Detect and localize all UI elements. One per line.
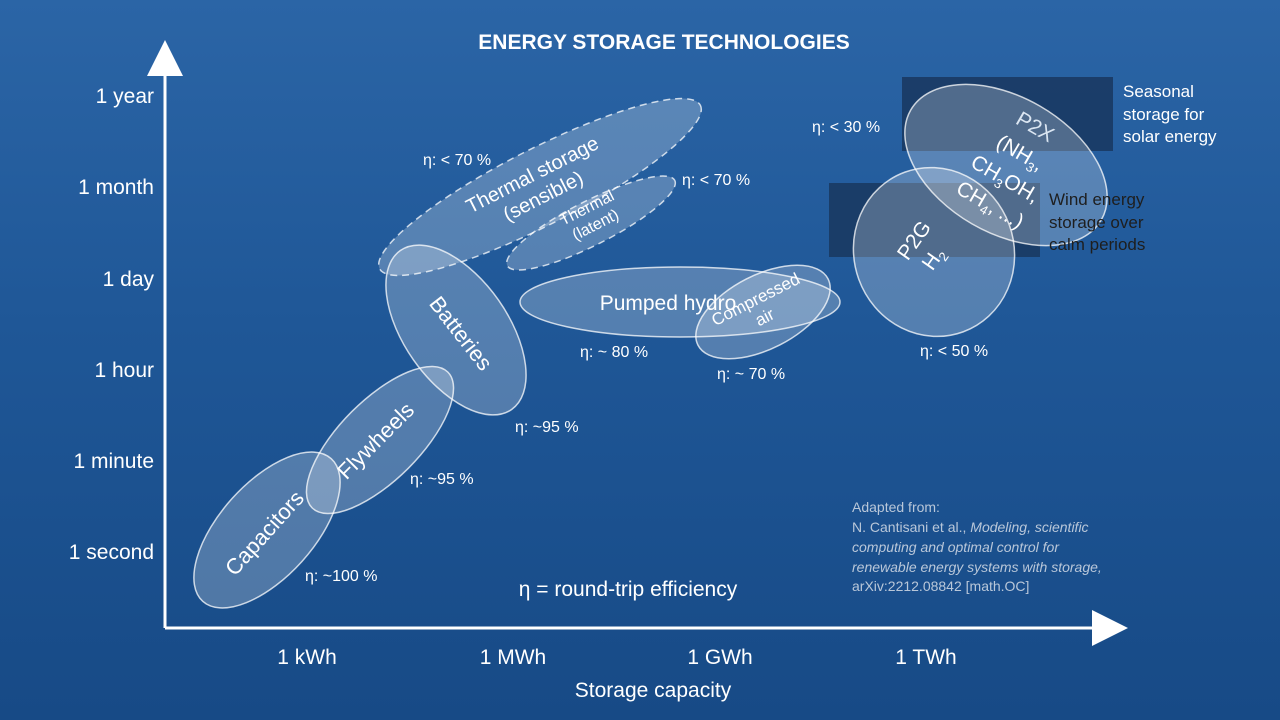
svg-text:calm periods: calm periods bbox=[1049, 235, 1145, 254]
eta-definition: η = round-trip efficiency bbox=[519, 578, 738, 601]
thermal-latent-efficiency: η: < 70 % bbox=[682, 172, 750, 189]
y-tick: 1 day bbox=[103, 268, 155, 291]
x-axis-ticks: 1 kWh 1 MWh 1 GWh 1 TWh bbox=[277, 646, 956, 669]
compressed-air-ellipse bbox=[695, 264, 831, 360]
x-tick: 1 GWh bbox=[687, 646, 752, 669]
x-tick: 1 kWh bbox=[277, 646, 337, 669]
citation-line2: N. Cantisani et al., Modeling, scientifi… bbox=[852, 519, 1089, 535]
seasonal-annotation: Seasonal storage for solar energy bbox=[1123, 82, 1217, 146]
p2g-efficiency: η: < 50 % bbox=[920, 343, 988, 360]
svg-text:solar energy: solar energy bbox=[1123, 127, 1217, 146]
y-tick: 1 year bbox=[96, 85, 154, 108]
citation-line4: renewable energy systems with storage, bbox=[852, 559, 1102, 575]
compressed-air-efficiency: η: ~ 70 % bbox=[717, 366, 785, 383]
flywheels-efficiency: η: ~95 % bbox=[410, 471, 474, 488]
citation-line1: Adapted from: bbox=[852, 499, 940, 515]
y-tick: 1 second bbox=[69, 541, 154, 564]
capacitors-efficiency: η: ~100 % bbox=[305, 568, 378, 585]
svg-text:storage for: storage for bbox=[1123, 105, 1205, 124]
y-tick: 1 month bbox=[78, 176, 154, 199]
batteries-efficiency: η: ~95 % bbox=[515, 419, 579, 436]
p2x-ellipse bbox=[904, 83, 1108, 247]
pumped-hydro-ellipse bbox=[519, 266, 841, 338]
capacitors-ellipse bbox=[193, 451, 341, 609]
pumped-hydro-label: Pumped hydro bbox=[600, 292, 737, 315]
diagram-title: ENERGY STORAGE TECHNOLOGIES bbox=[478, 31, 849, 54]
efficiency-labels: η: ~100 % η: ~95 % η: ~95 % η: < 70 % η:… bbox=[305, 119, 988, 585]
y-tick: 1 hour bbox=[94, 359, 154, 382]
citation-line3: computing and optimal control for bbox=[852, 539, 1060, 555]
citation: Adapted from: N. Cantisani et al., Model… bbox=[852, 499, 1102, 594]
wind-annotation: Wind energy storage over calm periods bbox=[1049, 190, 1145, 254]
pumped-hydro-efficiency: η: ~ 80 % bbox=[580, 344, 648, 361]
y-axis-ticks: 1 second 1 minute 1 hour 1 day 1 month 1… bbox=[69, 85, 155, 564]
thermal-latent-ellipse bbox=[505, 175, 677, 271]
svg-text:Wind energy: Wind energy bbox=[1049, 190, 1145, 209]
x-tick: 1 TWh bbox=[895, 646, 956, 669]
x-tick: 1 MWh bbox=[480, 646, 547, 669]
p2g-ellipse bbox=[852, 166, 1016, 338]
thermal-sensible-efficiency: η: < 70 % bbox=[423, 152, 491, 169]
thermal-sensible-ellipse bbox=[377, 97, 703, 277]
x-axis-label: Storage capacity bbox=[575, 679, 732, 702]
batteries-ellipse bbox=[385, 244, 527, 416]
svg-text:Seasonal: Seasonal bbox=[1123, 82, 1194, 101]
p2x-efficiency: η: < 30 % bbox=[812, 119, 880, 136]
y-tick: 1 minute bbox=[73, 450, 154, 473]
svg-text:storage over: storage over bbox=[1049, 213, 1144, 232]
flywheels-ellipse bbox=[305, 365, 455, 515]
citation-line5: arXiv:2212.08842 [math.OC] bbox=[852, 578, 1029, 594]
